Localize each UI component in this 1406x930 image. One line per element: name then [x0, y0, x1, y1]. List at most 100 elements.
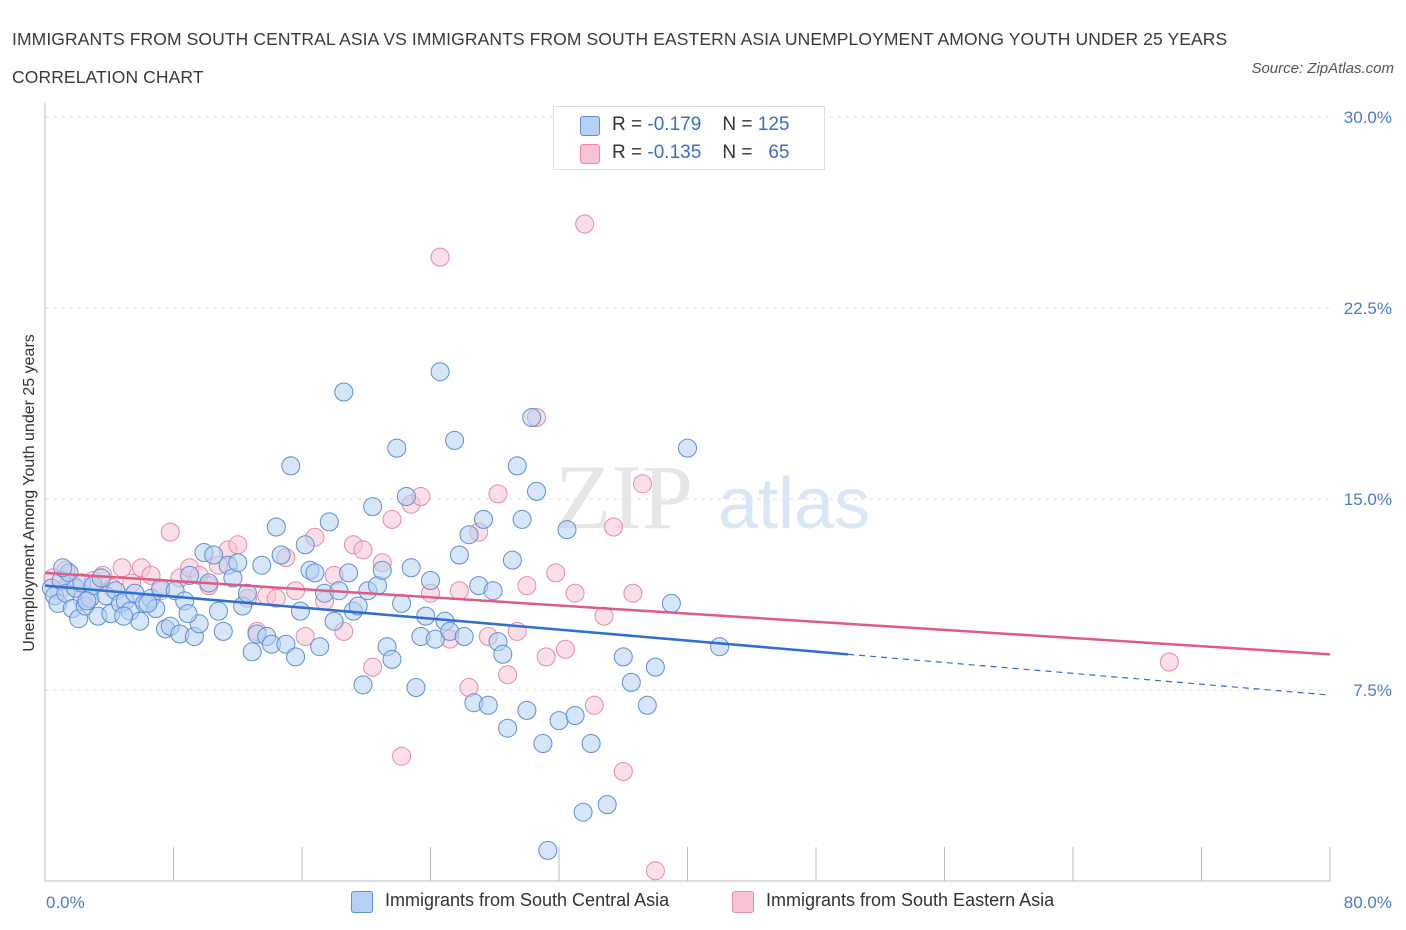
data-point [581, 734, 601, 753]
data-point [538, 840, 558, 860]
data-point [565, 706, 585, 725]
data-point [334, 382, 354, 402]
data-point [483, 581, 503, 601]
watermark: ZIP atlas [555, 446, 870, 548]
trend-line-south-eastern-asia [44, 571, 1331, 656]
data-point [633, 474, 652, 494]
data-point [281, 456, 301, 476]
data-point [339, 563, 359, 583]
data-point [488, 484, 508, 504]
data-point [353, 675, 373, 695]
data-point [459, 525, 479, 545]
data-point [637, 695, 657, 715]
data-point [517, 576, 537, 596]
bottom-legend-label: Immigrants from South Central Asia [385, 890, 670, 910]
data-point [498, 718, 518, 738]
y-tick-label: 7.5% [1353, 681, 1392, 700]
legend-n-label: N = [722, 142, 753, 163]
data-point [517, 700, 537, 720]
axes [44, 103, 1331, 882]
data-point [430, 247, 450, 267]
data-point [498, 665, 518, 685]
data-point [77, 591, 97, 611]
data-point [138, 593, 158, 613]
watermark-zip: ZIP [555, 446, 693, 548]
chart-title: IMMIGRANTS FROM SOUTH CENTRAL ASIA VS IM… [12, 29, 1228, 87]
data-point [597, 795, 617, 815]
data-point [363, 497, 383, 517]
data-point [536, 647, 556, 667]
y-tick-label: 30.0% [1344, 108, 1392, 127]
data-point [645, 861, 665, 881]
data-point [290, 601, 310, 621]
data-point [623, 583, 643, 603]
data-point [178, 604, 198, 624]
data-point [310, 637, 330, 657]
data-point [449, 545, 469, 565]
trend-lines [44, 571, 1331, 696]
data-point [527, 481, 546, 501]
chart-source: Source: ZipAtlas.com [1251, 60, 1394, 77]
data-point [621, 672, 641, 692]
data-point [180, 565, 200, 585]
legend-swatch-pink [580, 144, 600, 164]
data-point [421, 571, 440, 590]
data-point [710, 637, 730, 657]
data-point [295, 627, 315, 646]
data-point [286, 647, 306, 667]
data-point [549, 711, 569, 731]
data-point [661, 593, 681, 613]
data-point [406, 678, 426, 697]
data-point [678, 438, 697, 458]
data-point [276, 634, 296, 654]
bottom-legend-swatch-pink [732, 891, 754, 913]
watermark-atlas: atlas [718, 464, 870, 544]
legend-r-value: -0.135 [647, 142, 702, 163]
data-point [645, 657, 665, 677]
data-point [392, 746, 412, 766]
data-point [114, 606, 134, 626]
data-point [557, 520, 577, 540]
data-point [286, 581, 306, 601]
data-point [613, 762, 633, 781]
data-point [271, 545, 291, 565]
data-point [387, 438, 407, 458]
data-point [546, 563, 566, 583]
series-south-central-asia-points [41, 362, 730, 860]
data-point [507, 456, 527, 476]
data-point [573, 802, 593, 822]
tick-labels: 7.5% 15.0% 22.5% 30.0% 0.0% 80.0% [46, 108, 1392, 912]
data-point [575, 214, 595, 234]
data-point [204, 545, 224, 565]
legend-swatch-blue [580, 116, 600, 136]
data-point [445, 430, 465, 450]
x-tick-label: 80.0% [1344, 893, 1392, 912]
y-tick-label: 22.5% [1344, 299, 1392, 318]
data-point [295, 535, 315, 555]
data-point [613, 647, 633, 667]
data-point [396, 487, 416, 506]
data-point [474, 509, 493, 529]
trend-line-south-central-asia [44, 584, 849, 656]
data-point [252, 555, 272, 575]
data-point [213, 621, 233, 641]
data-point [430, 362, 450, 382]
data-point [512, 509, 532, 529]
data-point [584, 695, 604, 715]
data-point [604, 517, 624, 537]
bottom-legend-swatch-blue [351, 891, 373, 913]
data-point [160, 522, 180, 542]
data-point [565, 583, 585, 603]
data-point [372, 560, 392, 580]
legend-r-value: -0.179 [647, 114, 702, 135]
data-point [228, 553, 248, 573]
data-point [324, 611, 344, 631]
data-point [1159, 652, 1179, 672]
data-point [478, 695, 498, 715]
data-point [266, 588, 286, 608]
data-point [454, 627, 474, 646]
data-point [242, 642, 262, 662]
data-point [493, 644, 513, 664]
y-tick-label: 15.0% [1344, 490, 1392, 509]
